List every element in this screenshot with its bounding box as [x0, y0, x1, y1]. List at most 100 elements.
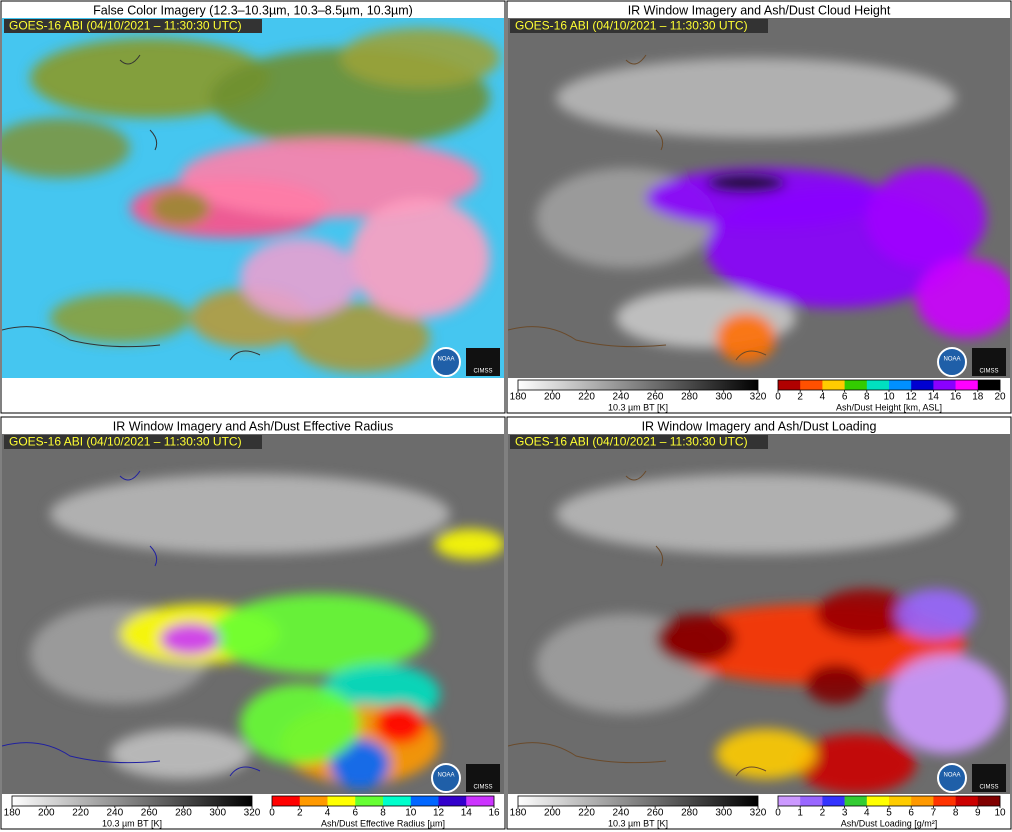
imagery-feature: [110, 729, 250, 779]
imagery-feature: [160, 623, 220, 655]
imagery-feature: [435, 529, 504, 559]
imagery-feature: [716, 729, 816, 779]
coastline: [508, 470, 767, 777]
colorbar-tick-label: 0: [775, 392, 781, 403]
colorbar-tick-label: 320: [244, 808, 261, 819]
panel-title: False Color Imagery (12.3–10.3µm, 10.3–8…: [93, 3, 413, 17]
imagery-feature: [866, 168, 986, 268]
colorbar-tick-label: 200: [544, 808, 561, 819]
imagery-feature: [240, 684, 360, 764]
colorbar-label: Ash/Dust Effective Radius [µm]: [321, 818, 445, 828]
colorbar-tick-label: 200: [544, 392, 561, 403]
cimss-logo-text: CIMSS: [979, 785, 998, 791]
colorbar-segment: [933, 380, 956, 390]
colorbar-segment: [866, 380, 890, 390]
coastline: [2, 470, 261, 777]
imagery-feature: [806, 664, 866, 704]
noaa-logo-text: NOAA: [943, 357, 960, 363]
imagery-feature: [816, 589, 916, 639]
colorbar-segment: [844, 796, 868, 806]
panel: IR Window Imagery and Ash/Dust Effective…: [0, 416, 506, 830]
colorbar-tick-label: 300: [715, 392, 732, 403]
imagery-feature: [50, 293, 190, 343]
colorbar-frame: [11, 795, 253, 807]
colorbar-tick-label: 320: [750, 392, 767, 403]
imagery-feature: [886, 654, 1006, 754]
colorbar-tick-label: 2: [797, 392, 803, 403]
colorbar-segment: [822, 380, 845, 390]
timestamp-bg: [4, 435, 262, 449]
colorbar-segment: [933, 796, 956, 806]
timestamp: GOES-16 ABI (04/10/2021 – 11:30:30 UTC): [9, 19, 242, 33]
colorbar-tick-label: 280: [175, 808, 192, 819]
colorbar-tick-label: 4: [325, 808, 331, 819]
colorbar-tick-label: 320: [750, 808, 767, 819]
colorbar-segment: [844, 380, 868, 390]
colorbar-segment: [355, 796, 384, 806]
colorbar-label: 10.3 µm BT [K]: [608, 402, 668, 412]
panel: IR Window Imagery and Ash/Dust Loading GO…: [506, 416, 1012, 830]
timestamp-bg: [510, 435, 768, 449]
colorbar-tick-label: 300: [209, 808, 226, 819]
colorbar-segment: [800, 796, 823, 806]
colorbar-tick-label: 14: [928, 392, 940, 403]
panel-title: IR Window Imagery and Ash/Dust Effective…: [113, 419, 393, 433]
colorbar-tick-label: 6: [352, 808, 358, 819]
imagery-feature: [2, 118, 130, 178]
imagery-feature: [796, 734, 916, 794]
colorbar-segment: [466, 796, 495, 806]
colorbar-tick-label: 220: [578, 808, 595, 819]
colorbar-label: Ash/Dust Height [km, ASL]: [836, 402, 942, 412]
panel-title: IR Window Imagery and Ash/Dust Loading: [642, 419, 877, 433]
cimss-logo: [972, 764, 1006, 792]
colorbar-tick-label: 9: [975, 808, 981, 819]
cimss-logo-text: CIMSS: [473, 785, 492, 791]
colorbar-frame: [517, 795, 759, 807]
panel-title: IR Window Imagery and Ash/Dust Cloud Hei…: [628, 3, 891, 17]
colorbar-segment: [778, 380, 801, 390]
colorbar-tick-label: 1: [797, 808, 803, 819]
imagery-feature: [716, 313, 776, 363]
colorbar-tick-label: 240: [613, 392, 630, 403]
noaa-logo-text: NOAA: [437, 357, 454, 363]
imagery-feature: [180, 138, 480, 218]
timestamp-bg: [510, 19, 768, 33]
imagery-feature: [706, 173, 786, 193]
colorbar-tick-label: 300: [715, 808, 732, 819]
colorbar-segment: [955, 796, 979, 806]
colorbar-tick-label: 7: [931, 808, 937, 819]
imagery-feature: [210, 594, 430, 674]
colorbar-gradient: [518, 796, 758, 806]
colorbar-tick-label: 180: [510, 392, 527, 403]
colorbar-tick-label: 3: [842, 808, 848, 819]
panel: IR Window Imagery and Ash/Dust Cloud Hei…: [506, 0, 1012, 414]
imagery-features: [536, 474, 1006, 794]
colorbar-tick-label: 14: [461, 808, 473, 819]
colorbar-tick-label: 10: [994, 808, 1006, 819]
colorbar-tick-label: 16: [950, 392, 962, 403]
colorbar-tick-label: 5: [886, 808, 892, 819]
colorbar-segment: [299, 796, 328, 806]
colorbar-segment: [977, 796, 1001, 806]
colorbar-tick-label: 10: [405, 808, 417, 819]
colorbar-frame: [517, 379, 759, 391]
colorbar-segment: [955, 380, 979, 390]
coastline: [2, 54, 261, 361]
colorbar-tick-label: 18: [972, 392, 984, 403]
cimss-logo: [466, 348, 500, 376]
colorbar-tick-label: 8: [953, 808, 959, 819]
noaa-logo: [431, 763, 461, 793]
imagery-feature: [916, 258, 1010, 338]
colorbar-segment: [822, 796, 845, 806]
colorbar-tick-label: 220: [72, 808, 89, 819]
colorbar-tick-label: 260: [141, 808, 158, 819]
colorbar-segment: [911, 380, 934, 390]
imagery-feature: [240, 238, 360, 318]
colorbar-tick-label: 180: [4, 808, 21, 819]
imagery-feature: [290, 303, 430, 373]
colorbar-tick-label: 0: [269, 808, 275, 819]
timestamp: GOES-16 ABI (04/10/2021 – 11:30:30 UTC): [515, 19, 748, 33]
imagery: [2, 434, 504, 794]
colorbar-segment: [889, 380, 912, 390]
